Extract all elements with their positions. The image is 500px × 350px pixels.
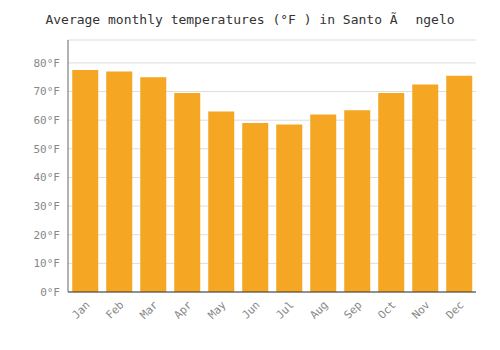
svg-text:Apr: Apr bbox=[171, 298, 195, 322]
svg-text:80°F: 80°F bbox=[34, 57, 61, 70]
svg-text:Feb: Feb bbox=[103, 298, 126, 321]
svg-text:May: May bbox=[205, 298, 229, 322]
svg-text:10°F: 10°F bbox=[34, 257, 61, 270]
svg-text:60°F: 60°F bbox=[34, 114, 61, 127]
svg-text:Jun: Jun bbox=[239, 298, 262, 321]
svg-text:Aug: Aug bbox=[307, 298, 330, 321]
svg-text:Mar: Mar bbox=[137, 298, 161, 322]
svg-text:20°F: 20°F bbox=[34, 229, 61, 242]
svg-text:70°F: 70°F bbox=[34, 85, 61, 98]
svg-text:40°F: 40°F bbox=[34, 171, 61, 184]
html-text:Average monthly temperatures (: Average monthly temperatures (°F ) in Sa… bbox=[45, 12, 455, 27]
svg-text:Sep: Sep bbox=[341, 298, 364, 321]
svg-text:50°F: 50°F bbox=[34, 143, 61, 156]
svg-text:Oct: Oct bbox=[375, 298, 398, 321]
svg-text:30°F: 30°F bbox=[34, 200, 61, 213]
svg-text:Nov: Nov bbox=[409, 298, 433, 322]
svg-text:Jan: Jan bbox=[69, 298, 92, 321]
svg-text:Jul: Jul bbox=[273, 298, 296, 321]
svg-text:Dec: Dec bbox=[443, 298, 466, 321]
svg-text:0°F: 0°F bbox=[40, 286, 60, 299]
